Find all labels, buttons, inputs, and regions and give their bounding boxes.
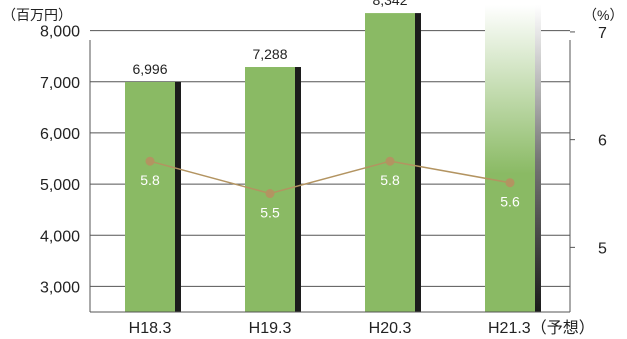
- tick-labels: 3,000 4,000 5,000 6,000 7,000 8,000 5 6 7 H18.3 H1…: [40, 24, 607, 337]
- right-axis-unit: （%）: [583, 7, 623, 23]
- line-point: [505, 178, 515, 188]
- bar-shadow: [535, 5, 541, 312]
- bar: [125, 81, 175, 312]
- bars: 6,996 7,288 8,342: [125, 0, 541, 313]
- left-tick-label: 4,000: [40, 228, 80, 245]
- left-tick-label: 6,000: [40, 126, 80, 143]
- bar-shadow: [295, 67, 301, 312]
- left-tick-label: 3,000: [40, 279, 80, 296]
- line-point: [265, 189, 275, 199]
- axes: [89, 31, 575, 313]
- category-label: H21.3（予想）: [488, 319, 595, 337]
- bar-value-label: 7,288: [252, 46, 287, 62]
- left-tick-label: 7,000: [40, 75, 80, 92]
- left-axis-unit: （百万円）: [2, 7, 72, 23]
- right-tick-label: 7: [598, 25, 607, 42]
- bar-value-label: 6,996: [132, 61, 167, 77]
- category-label: H18.3: [129, 320, 172, 337]
- left-tick-label: 5,000: [40, 177, 80, 194]
- line-value-label: 5.8: [380, 172, 400, 188]
- category-label: H20.3: [369, 320, 412, 337]
- right-tick-label: 5: [598, 240, 607, 257]
- line-series: 5.8 5.5 5.8 5.6: [140, 156, 520, 221]
- bar: [485, 5, 535, 312]
- line-value-label: 5.8: [140, 172, 160, 188]
- bar-shadow: [175, 81, 181, 312]
- left-tick-label: 8,000: [40, 24, 80, 41]
- line-value-label: 5.6: [500, 194, 520, 210]
- line-point: [385, 156, 395, 166]
- category-label: H19.3: [249, 320, 292, 337]
- line-value-label: 5.5: [260, 205, 280, 221]
- line-point: [145, 156, 155, 166]
- right-tick-label: 6: [598, 133, 607, 150]
- line-path: [149, 160, 511, 195]
- bar-shadow: [415, 13, 421, 313]
- bar-value-label: 8,342: [372, 0, 407, 8]
